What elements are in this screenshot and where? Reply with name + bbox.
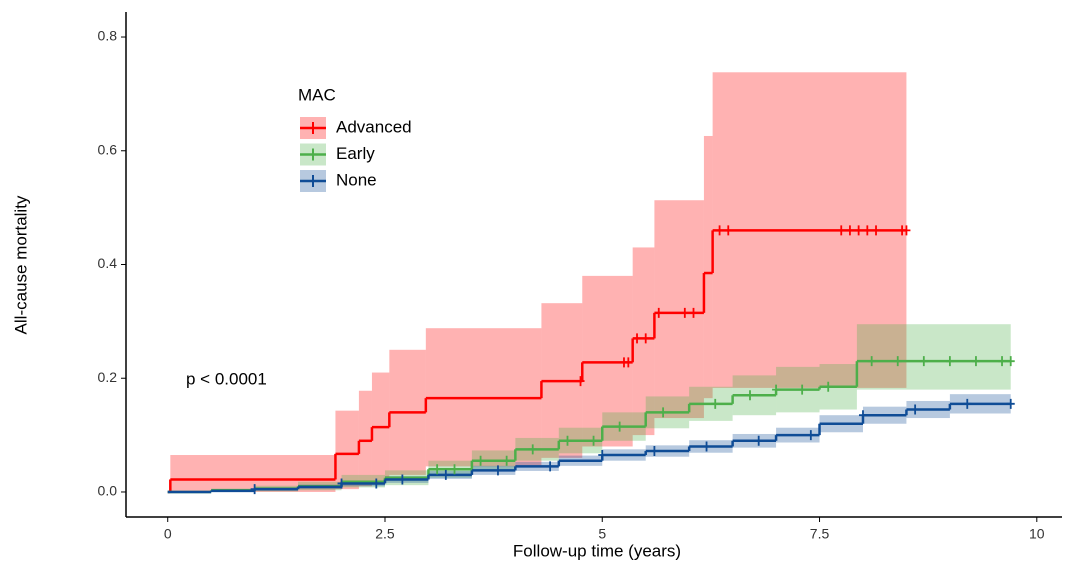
censor-mark xyxy=(502,455,511,466)
censor-mark xyxy=(689,307,698,318)
y-tick-label: 0.0 xyxy=(98,483,118,499)
censor-mark xyxy=(845,225,854,236)
confidence-band xyxy=(632,247,655,436)
censor-mark xyxy=(724,225,733,236)
censor-mark xyxy=(441,469,450,480)
x-axis-title: Follow-up time (years) xyxy=(513,541,681,560)
censor-mark xyxy=(798,384,807,395)
censor-mark xyxy=(654,307,663,318)
censor-mark xyxy=(576,376,585,387)
confidence-band xyxy=(856,324,1011,390)
legend-label: Early xyxy=(336,144,375,163)
x-tick-label: 0 xyxy=(164,526,172,542)
censor-mark xyxy=(433,464,442,475)
legend-label: None xyxy=(336,170,377,189)
censor-mark xyxy=(867,356,876,367)
censor-mark xyxy=(806,430,815,441)
censor-mark xyxy=(858,410,867,421)
censor-mark xyxy=(863,225,872,236)
y-tick-label: 0.4 xyxy=(98,255,118,271)
censor-mark xyxy=(971,356,980,367)
censor-mark xyxy=(337,478,346,489)
censor-mark xyxy=(641,333,650,344)
censor-mark xyxy=(372,478,381,489)
censor-mark xyxy=(659,407,668,418)
censor-mark xyxy=(1006,356,1015,367)
censor-mark xyxy=(450,464,459,475)
censor-mark xyxy=(715,225,724,236)
censor-mark xyxy=(754,435,763,446)
censor-mark xyxy=(589,435,598,446)
confidence-band xyxy=(703,135,713,399)
confidence-band xyxy=(654,200,704,419)
censor-mark xyxy=(680,307,689,318)
y-tick-label: 0.6 xyxy=(98,141,118,157)
legend-label: Advanced xyxy=(336,117,412,136)
censor-mark xyxy=(772,384,781,395)
censor-mark xyxy=(633,333,642,344)
p-value: p < 0.0001 xyxy=(186,369,267,388)
censor-mark xyxy=(1006,398,1015,409)
censor-mark xyxy=(615,421,624,432)
censor-mark xyxy=(902,225,911,236)
y-tick-label: 0.2 xyxy=(98,369,118,385)
censor-mark xyxy=(911,404,920,415)
censor-mark xyxy=(250,484,259,495)
censor-mark xyxy=(998,356,1007,367)
censor-mark xyxy=(837,225,846,236)
legend-title: MAC xyxy=(298,85,336,104)
censor-mark xyxy=(493,465,502,476)
censor-mark xyxy=(476,455,485,466)
censor-mark xyxy=(872,225,881,236)
censor-mark xyxy=(746,390,754,401)
censor-mark xyxy=(963,398,972,409)
censor-mark xyxy=(945,356,954,367)
confidence-band xyxy=(358,390,372,487)
confidence-band xyxy=(335,410,359,490)
y-tick-label: 0.8 xyxy=(98,28,118,44)
censor-mark xyxy=(398,474,407,485)
censor-mark xyxy=(546,461,555,472)
x-tick-label: 7.5 xyxy=(810,526,830,542)
censor-mark xyxy=(650,446,659,457)
censor-mark xyxy=(919,356,928,367)
censor-mark xyxy=(824,381,833,392)
censor-mark xyxy=(854,225,863,236)
x-tick-label: 10 xyxy=(1029,526,1045,542)
censor-mark xyxy=(563,435,572,446)
censor-mark xyxy=(893,356,902,367)
censor-mark xyxy=(624,357,633,368)
censor-mark xyxy=(598,450,607,461)
censor-mark xyxy=(711,398,720,409)
censor-mark xyxy=(702,441,711,452)
y-axis-title: All-cause mortality xyxy=(11,195,30,334)
censor-mark xyxy=(528,444,537,455)
x-tick-label: 2.5 xyxy=(375,526,395,542)
x-tick-label: 5 xyxy=(598,526,606,542)
